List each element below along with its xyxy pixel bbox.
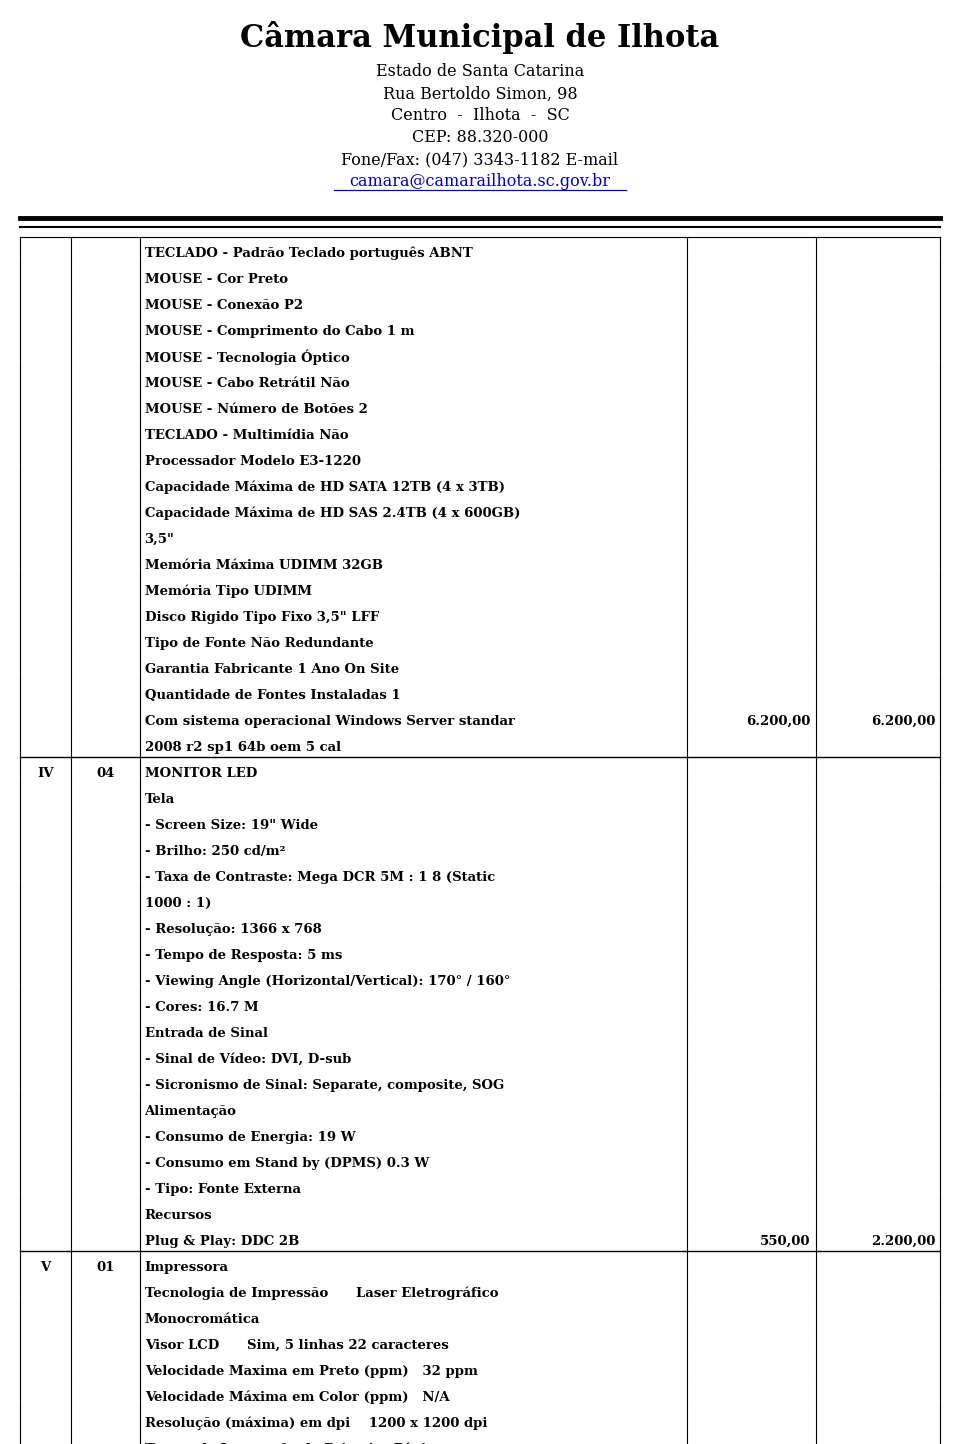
Text: V: V <box>40 1261 51 1274</box>
Text: - Resolução: 1366 x 768: - Resolução: 1366 x 768 <box>145 923 322 936</box>
Text: Memória Tipo UDIMM: Memória Tipo UDIMM <box>145 585 312 598</box>
Text: MOUSE - Número de Botões 2: MOUSE - Número de Botões 2 <box>145 403 368 416</box>
Text: Rua Bertoldo Simon, 98: Rua Bertoldo Simon, 98 <box>383 85 577 103</box>
Text: Fone/Fax: (047) 3343-1182 E-mail: Fone/Fax: (047) 3343-1182 E-mail <box>342 152 618 169</box>
Text: - Tipo: Fonte Externa: - Tipo: Fonte Externa <box>145 1183 300 1196</box>
Text: Com sistema operacional Windows Server standar: Com sistema operacional Windows Server s… <box>145 715 515 728</box>
Text: CEP: 88.320-000: CEP: 88.320-000 <box>412 130 548 146</box>
Text: - Cores: 16.7 M: - Cores: 16.7 M <box>145 1001 258 1014</box>
Text: Visor LCD      Sim, 5 linhas 22 caracteres: Visor LCD Sim, 5 linhas 22 caracteres <box>145 1339 448 1352</box>
Text: - Brilho: 250 cd/m²: - Brilho: 250 cd/m² <box>145 845 285 858</box>
Text: Centro  -  Ilhota  -  SC: Centro - Ilhota - SC <box>391 107 569 124</box>
Text: Garantia Fabricante 1 Ano On Site: Garantia Fabricante 1 Ano On Site <box>145 663 398 676</box>
Text: Capacidade Máxima de HD SATA 12TB (4 x 3TB): Capacidade Máxima de HD SATA 12TB (4 x 3… <box>145 481 505 494</box>
Text: 2.200,00: 2.200,00 <box>871 1235 935 1248</box>
Text: 3,5": 3,5" <box>145 533 175 546</box>
Text: MONITOR LED: MONITOR LED <box>145 767 257 780</box>
Text: Câmara Municipal de Ilhota: Câmara Municipal de Ilhota <box>240 22 720 55</box>
Text: MOUSE - Tecnologia Óptico: MOUSE - Tecnologia Óptico <box>145 349 349 365</box>
Text: - Tempo de Resposta: 5 ms: - Tempo de Resposta: 5 ms <box>145 949 342 962</box>
Text: - Consumo de Energia: 19 W: - Consumo de Energia: 19 W <box>145 1131 355 1144</box>
Text: MOUSE - Cor Preto: MOUSE - Cor Preto <box>145 273 288 286</box>
Text: 6.200,00: 6.200,00 <box>747 715 811 728</box>
Text: - Sinal de Vídeo: DVI, D-sub: - Sinal de Vídeo: DVI, D-sub <box>145 1053 351 1066</box>
Text: MOUSE - Cabo Retrátil Não: MOUSE - Cabo Retrátil Não <box>145 377 349 390</box>
Text: TECLADO - Padrão Teclado português ABNT: TECLADO - Padrão Teclado português ABNT <box>145 247 472 260</box>
Text: 04: 04 <box>96 767 114 780</box>
Text: 2008 r2 sp1 64b oem 5 cal: 2008 r2 sp1 64b oem 5 cal <box>145 741 341 754</box>
Text: Disco Rigido Tipo Fixo 3,5" LFF: Disco Rigido Tipo Fixo 3,5" LFF <box>145 611 379 624</box>
Text: Quantidade de Fontes Instaladas 1: Quantidade de Fontes Instaladas 1 <box>145 689 400 702</box>
Text: TECLADO - Multimídia Não: TECLADO - Multimídia Não <box>145 429 348 442</box>
Text: Capacidade Máxima de HD SAS 2.4TB (4 x 600GB): Capacidade Máxima de HD SAS 2.4TB (4 x 6… <box>145 507 520 520</box>
Text: Plug & Play: DDC 2B: Plug & Play: DDC 2B <box>145 1235 299 1248</box>
Text: Estado de Santa Catarina: Estado de Santa Catarina <box>376 64 584 81</box>
Text: Velocidade Maxima em Preto (ppm)   32 ppm: Velocidade Maxima em Preto (ppm) 32 ppm <box>145 1365 477 1378</box>
Text: - Taxa de Contraste: Mega DCR 5M : 1 8 (Static: - Taxa de Contraste: Mega DCR 5M : 1 8 (… <box>145 871 494 884</box>
Text: - Sicronismo de Sinal: Separate, composite, SOG: - Sicronismo de Sinal: Separate, composi… <box>145 1079 504 1092</box>
Text: Tempo de Impressão da Primeira Página      menor: Tempo de Impressão da Primeira Página me… <box>145 1443 519 1444</box>
Text: Resolução (máxima) em dpi    1200 x 1200 dpi: Resolução (máxima) em dpi 1200 x 1200 dp… <box>145 1417 487 1430</box>
Text: camara@camarailhota.sc.gov.br: camara@camarailhota.sc.gov.br <box>349 173 611 191</box>
Text: Monocromática: Monocromática <box>145 1313 260 1326</box>
Text: Processador Modelo E3-1220: Processador Modelo E3-1220 <box>145 455 361 468</box>
Text: Impressora: Impressora <box>145 1261 228 1274</box>
Text: Memória Máxima UDIMM 32GB: Memória Máxima UDIMM 32GB <box>145 559 383 572</box>
Text: - Screen Size: 19" Wide: - Screen Size: 19" Wide <box>145 819 318 832</box>
Text: Tipo de Fonte Não Redundante: Tipo de Fonte Não Redundante <box>145 637 373 650</box>
Text: 6.200,00: 6.200,00 <box>871 715 935 728</box>
Text: MOUSE - Comprimento do Cabo 1 m: MOUSE - Comprimento do Cabo 1 m <box>145 325 414 338</box>
Text: MOUSE - Conexão P2: MOUSE - Conexão P2 <box>145 299 302 312</box>
Text: Entrada de Sinal: Entrada de Sinal <box>145 1027 268 1040</box>
Text: 550,00: 550,00 <box>760 1235 811 1248</box>
Text: - Consumo em Stand by (DPMS) 0.3 W: - Consumo em Stand by (DPMS) 0.3 W <box>145 1157 429 1170</box>
Text: - Viewing Angle (Horizontal/Vertical): 170° / 160°: - Viewing Angle (Horizontal/Vertical): 1… <box>145 975 510 988</box>
Text: Tecnologia de Impressão      Laser Eletrográfico: Tecnologia de Impressão Laser Eletrográf… <box>145 1287 498 1300</box>
Text: IV: IV <box>37 767 54 780</box>
Text: Tela: Tela <box>145 793 175 806</box>
Text: 01: 01 <box>96 1261 114 1274</box>
Text: Velocidade Máxima em Color (ppm)   N/A: Velocidade Máxima em Color (ppm) N/A <box>145 1391 449 1404</box>
Text: Recursos: Recursos <box>145 1209 212 1222</box>
Text: Alimentação: Alimentação <box>145 1105 236 1118</box>
Text: 1000 : 1): 1000 : 1) <box>145 897 211 910</box>
